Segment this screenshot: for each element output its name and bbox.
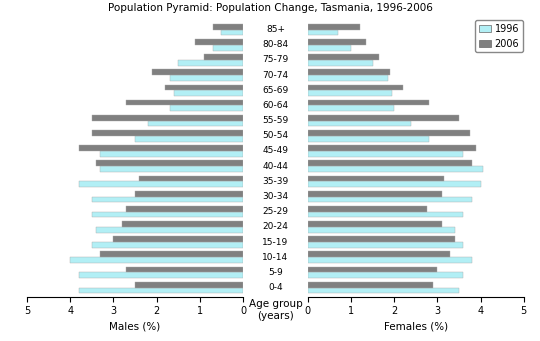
Bar bbox=[308, 145, 476, 151]
Legend: 1996, 2006: 1996, 2006 bbox=[475, 20, 523, 53]
Bar bbox=[308, 227, 455, 233]
Text: 70-74: 70-74 bbox=[262, 71, 288, 79]
Text: 10-14: 10-14 bbox=[262, 253, 288, 262]
Text: 65-69: 65-69 bbox=[262, 86, 288, 95]
Bar bbox=[165, 85, 243, 90]
Bar bbox=[195, 39, 243, 45]
Bar bbox=[96, 227, 243, 233]
Bar bbox=[308, 60, 373, 66]
Bar bbox=[79, 181, 243, 187]
Bar bbox=[92, 115, 243, 121]
Bar bbox=[308, 121, 411, 127]
Bar bbox=[135, 282, 243, 287]
Text: 50-54: 50-54 bbox=[262, 131, 288, 140]
Bar bbox=[135, 191, 243, 196]
Bar bbox=[113, 236, 243, 242]
Bar bbox=[213, 45, 243, 50]
Bar bbox=[122, 221, 243, 227]
Bar bbox=[174, 90, 243, 96]
Text: 25-29: 25-29 bbox=[262, 207, 288, 216]
Bar bbox=[308, 100, 429, 105]
Text: 45-49: 45-49 bbox=[262, 147, 288, 155]
Bar bbox=[92, 212, 243, 218]
Bar bbox=[308, 282, 433, 287]
Text: 80-84: 80-84 bbox=[262, 40, 288, 49]
Bar bbox=[92, 196, 243, 202]
Text: 0-4: 0-4 bbox=[268, 283, 283, 292]
Bar bbox=[221, 30, 243, 35]
Bar bbox=[178, 60, 243, 66]
Bar bbox=[308, 90, 392, 96]
X-axis label: Age group
(years): Age group (years) bbox=[248, 299, 302, 321]
Text: 55-59: 55-59 bbox=[262, 116, 288, 125]
X-axis label: Males (%): Males (%) bbox=[110, 322, 160, 332]
Bar bbox=[92, 130, 243, 136]
Bar bbox=[126, 100, 243, 105]
Bar bbox=[308, 24, 360, 30]
Bar bbox=[170, 105, 243, 111]
Bar bbox=[308, 206, 427, 212]
Bar bbox=[308, 272, 463, 278]
Text: 75-79: 75-79 bbox=[262, 56, 288, 64]
Text: 15-19: 15-19 bbox=[262, 238, 288, 247]
Bar bbox=[308, 160, 472, 166]
Bar bbox=[308, 54, 379, 60]
Bar bbox=[308, 267, 437, 272]
Bar bbox=[213, 24, 243, 30]
Bar bbox=[308, 191, 442, 196]
Text: 5-9: 5-9 bbox=[268, 268, 283, 277]
Bar bbox=[308, 39, 366, 45]
Bar bbox=[135, 136, 243, 142]
Bar bbox=[308, 136, 429, 142]
Text: 20-24: 20-24 bbox=[262, 222, 288, 231]
Bar bbox=[100, 251, 243, 257]
Bar bbox=[79, 272, 243, 278]
Text: 30-34: 30-34 bbox=[262, 192, 288, 201]
Bar bbox=[308, 85, 403, 90]
Text: Population Pyramid: Population Change, Tasmania, 1996-2006: Population Pyramid: Population Change, T… bbox=[107, 3, 433, 13]
Bar bbox=[308, 115, 459, 121]
Bar bbox=[308, 242, 463, 248]
Bar bbox=[308, 69, 390, 75]
Bar bbox=[308, 212, 463, 218]
Bar bbox=[308, 196, 472, 202]
Text: 40-44: 40-44 bbox=[262, 162, 288, 170]
Bar bbox=[308, 45, 351, 50]
Bar bbox=[79, 287, 243, 293]
Bar bbox=[308, 251, 450, 257]
Bar bbox=[96, 160, 243, 166]
Bar bbox=[100, 166, 243, 172]
Bar bbox=[308, 236, 455, 242]
Bar bbox=[308, 151, 463, 157]
X-axis label: Females (%): Females (%) bbox=[384, 322, 448, 332]
Bar bbox=[79, 145, 243, 151]
Bar bbox=[308, 105, 394, 111]
Bar bbox=[70, 257, 243, 263]
Bar bbox=[308, 75, 388, 81]
Bar bbox=[308, 287, 459, 293]
Text: 60-64: 60-64 bbox=[262, 101, 288, 110]
Text: 35-39: 35-39 bbox=[262, 177, 288, 186]
Bar bbox=[308, 130, 470, 136]
Bar bbox=[139, 176, 243, 181]
Bar bbox=[204, 54, 243, 60]
Bar bbox=[100, 151, 243, 157]
Bar bbox=[148, 121, 243, 127]
Bar bbox=[308, 176, 444, 181]
Bar bbox=[308, 181, 481, 187]
Bar bbox=[126, 206, 243, 212]
Bar bbox=[308, 166, 483, 172]
Bar bbox=[92, 242, 243, 248]
Bar bbox=[170, 75, 243, 81]
Bar bbox=[308, 221, 442, 227]
Bar bbox=[152, 69, 243, 75]
Bar bbox=[126, 267, 243, 272]
Bar bbox=[308, 30, 338, 35]
Bar bbox=[308, 257, 472, 263]
Text: 85+: 85+ bbox=[266, 25, 285, 34]
